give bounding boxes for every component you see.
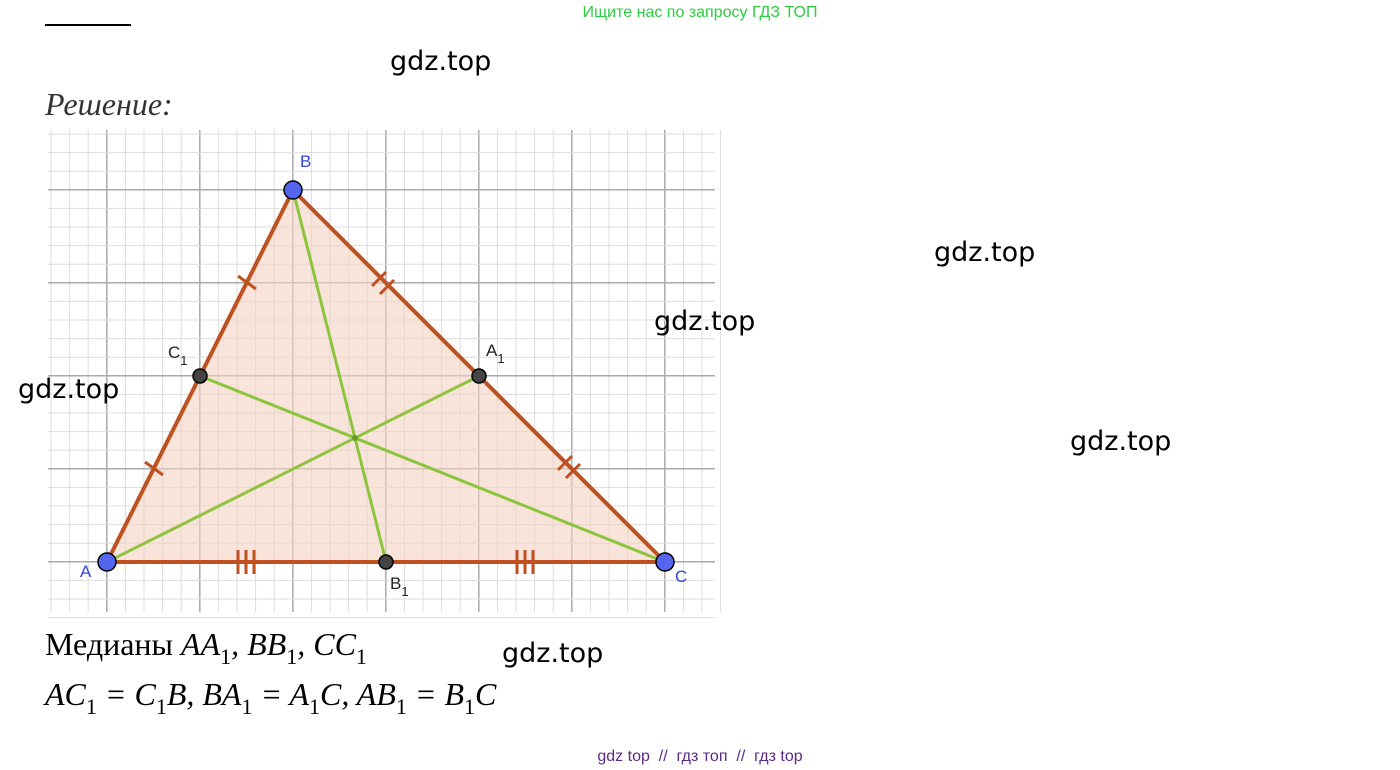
point-name: A — [80, 562, 92, 581]
formula-text: = B — [407, 676, 464, 712]
subscript: 1 — [309, 694, 320, 719]
subscript: 1 — [286, 644, 297, 669]
point-name: C — [675, 567, 687, 586]
formula-text: C — [475, 676, 497, 712]
subscript: 1 — [86, 694, 97, 719]
footer: gdz top // гдз топ // гдз top — [597, 748, 802, 765]
watermark: gdz.top — [654, 306, 755, 337]
subscript: 1 — [396, 694, 407, 719]
formula-text: , BB — [231, 626, 286, 662]
subscript: 1 — [356, 644, 367, 669]
point-label: C — [675, 567, 687, 586]
subscript: 1 — [156, 694, 167, 719]
formula-text: = A — [252, 676, 309, 712]
point-label: B — [300, 152, 311, 171]
notice: Ищите нас по запросу ГДЗ ТОП — [583, 4, 818, 21]
point-sub: 1 — [401, 584, 408, 599]
point-label: B1 — [390, 574, 409, 599]
subscript: 1 — [241, 694, 252, 719]
medians — [106, 189, 666, 564]
point-name: B — [300, 152, 311, 171]
watermark: gdz.top — [1070, 426, 1171, 457]
watermark: gdz.top — [502, 638, 603, 669]
formula-text: B, BA — [167, 676, 242, 712]
watermark: gdz.top — [390, 46, 491, 77]
point-name: B — [390, 574, 401, 593]
subscript: 1 — [220, 644, 231, 669]
formula-text: AA — [179, 626, 221, 662]
point-name: C — [168, 343, 180, 362]
point-name: A — [486, 341, 498, 360]
point-sub: 1 — [497, 351, 504, 366]
equalities-line: AC1 = C1B, BA1 = A1C, AB1 = B1C — [43, 676, 497, 719]
formula-text: AC — [43, 676, 87, 712]
point-sub: 1 — [180, 353, 187, 368]
point-label: C1 — [168, 343, 188, 368]
point-label: A — [80, 562, 92, 581]
formula-text: = C — [97, 676, 157, 712]
formula-text: C, AB — [320, 676, 396, 712]
tick-marks — [144, 270, 582, 574]
watermark: gdz.top — [934, 237, 1035, 268]
point-label: A1 — [486, 341, 505, 366]
watermark: gdz.top — [18, 374, 119, 405]
heading: Решение: — [44, 86, 173, 122]
points — [97, 180, 675, 572]
subscript: 1 — [464, 694, 475, 719]
formula-text: , CC — [297, 626, 356, 662]
medians-line: Медианы AA1, BB1, CC1 — [45, 626, 367, 669]
formula-text: Медианы — [45, 626, 181, 662]
